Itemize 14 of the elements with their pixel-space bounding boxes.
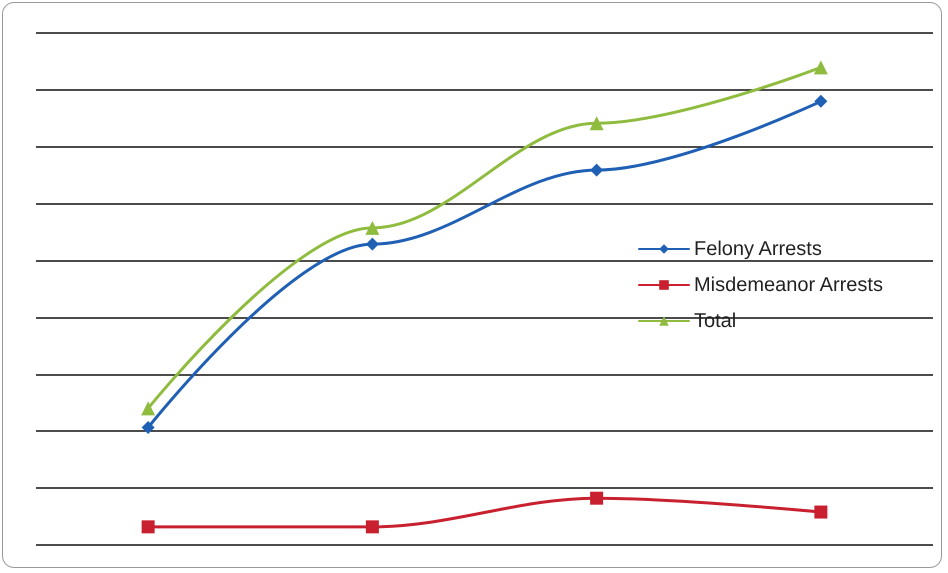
legend-label: Felony Arrests bbox=[694, 238, 822, 260]
point bbox=[814, 94, 828, 108]
point bbox=[142, 520, 155, 534]
point bbox=[141, 401, 156, 416]
point bbox=[365, 220, 380, 235]
point bbox=[814, 60, 828, 74]
point bbox=[590, 116, 604, 130]
point bbox=[142, 421, 155, 434]
point bbox=[590, 492, 604, 505]
legend-label: Misdemeanor Arrests bbox=[694, 274, 883, 296]
point bbox=[814, 506, 828, 519]
point bbox=[366, 520, 379, 534]
point bbox=[366, 238, 379, 251]
point bbox=[590, 164, 604, 177]
